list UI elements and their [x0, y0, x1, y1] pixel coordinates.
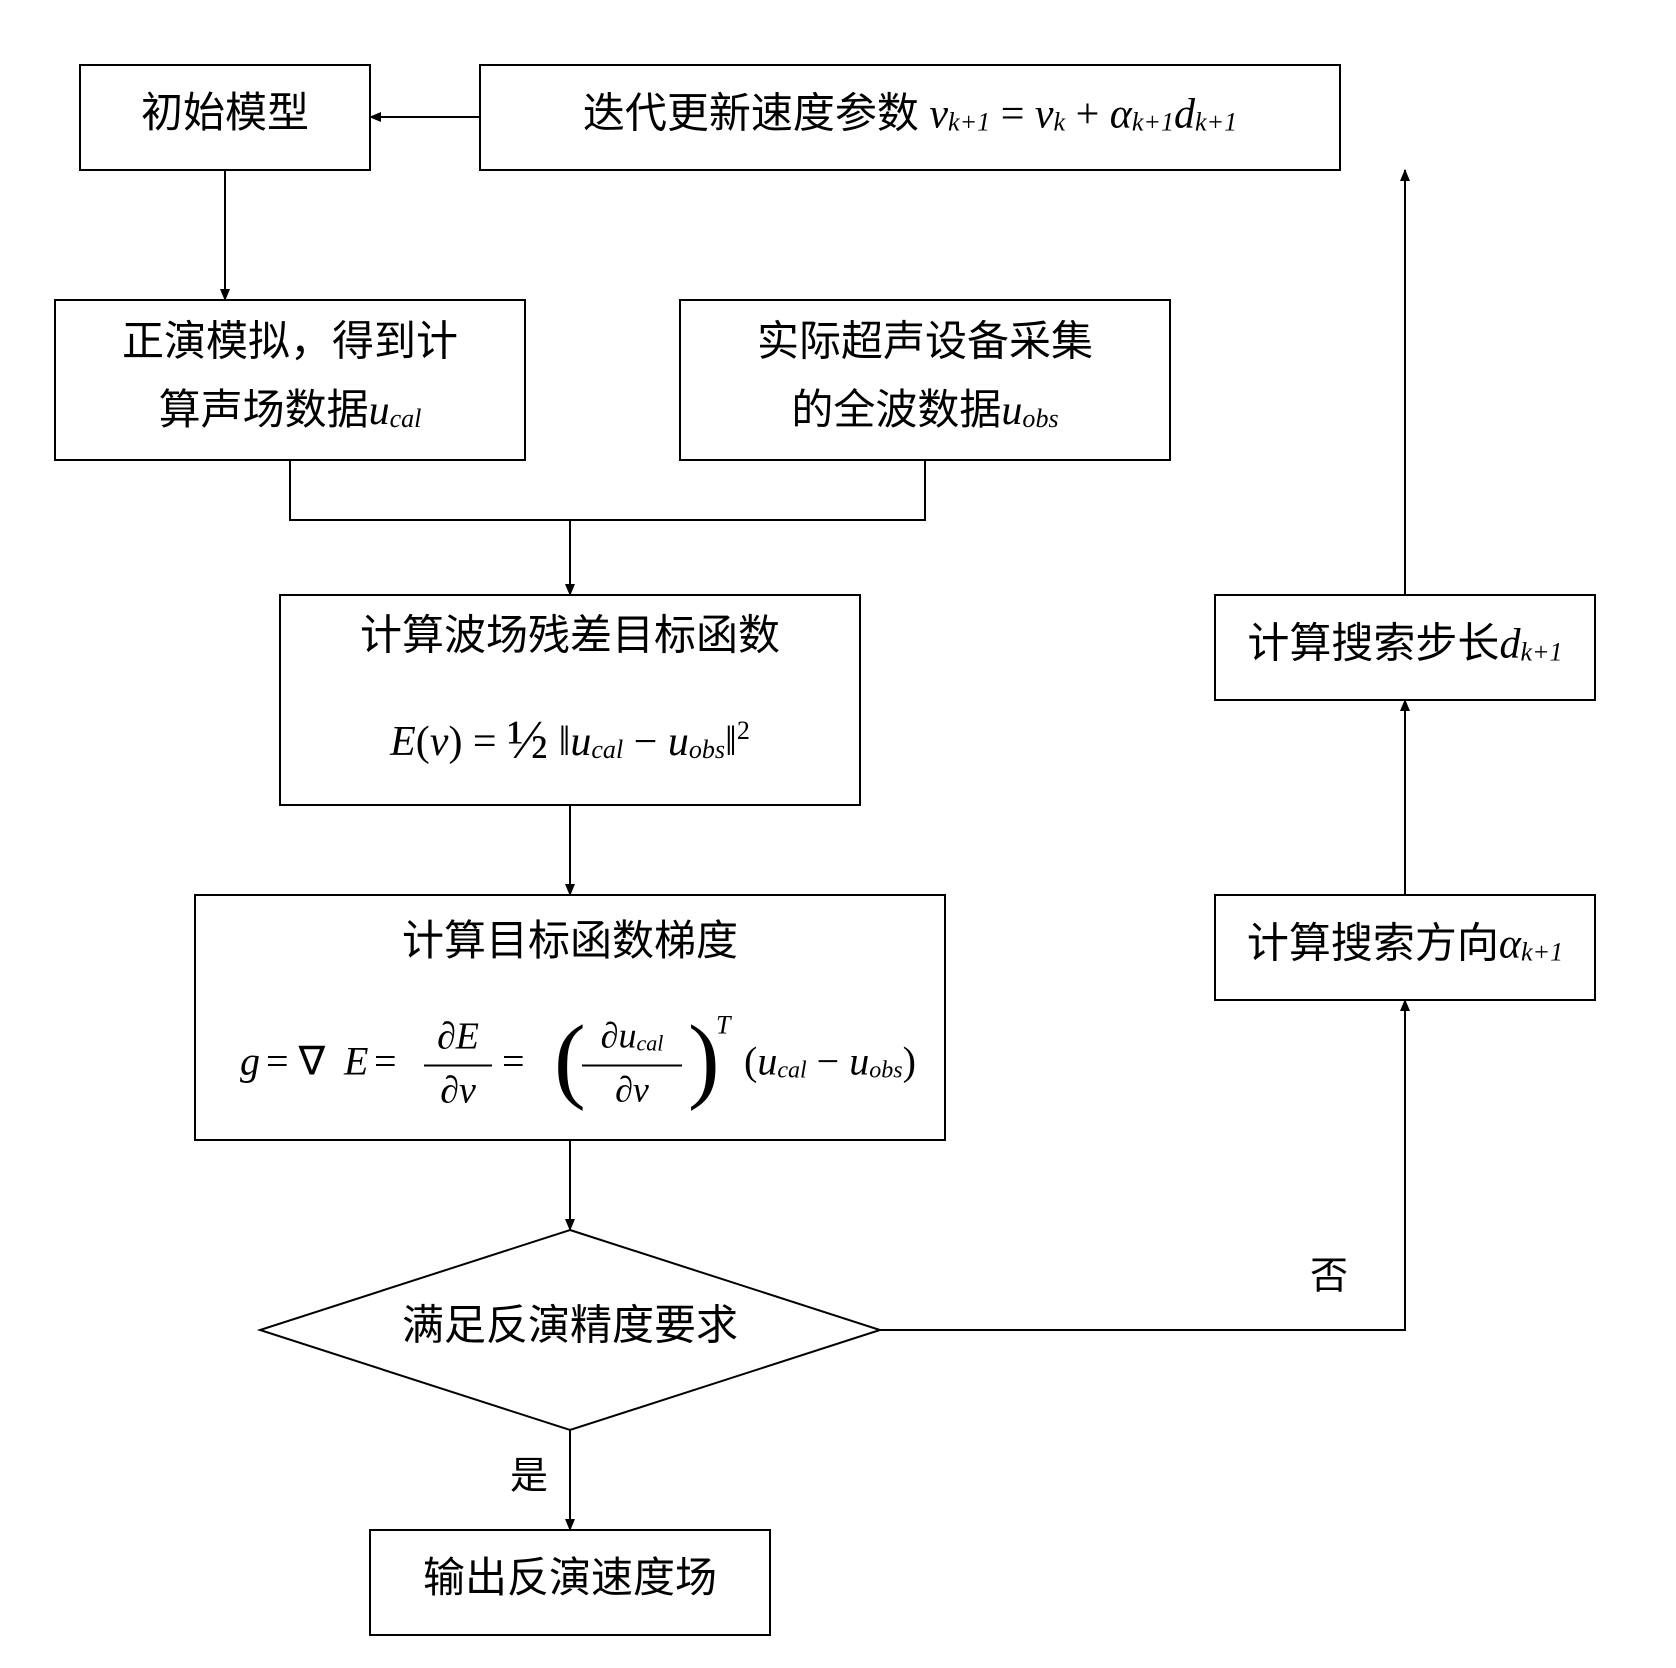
svg-text:计算搜索方向αk+1: 计算搜索方向αk+1 [1247, 921, 1563, 967]
svg-text:输出反演速度场: 输出反演速度场 [423, 1556, 717, 1602]
svg-text:(: ( [554, 1005, 586, 1111]
svg-text:∂v: ∂v [440, 1069, 476, 1111]
svg-text:E: E [343, 1039, 368, 1084]
svg-text:满足反演精度要求: 满足反演精度要求 [402, 1304, 738, 1350]
svg-text:初始模型: 初始模型 [141, 91, 309, 137]
svg-text:实际超声设备采集: 实际超声设备采集 [757, 319, 1093, 366]
svg-text:): ) [688, 1005, 720, 1111]
svg-text:=: = [502, 1039, 525, 1084]
svg-text:g: g [240, 1039, 260, 1084]
svg-text:= ∇: = ∇ [266, 1039, 326, 1084]
edge-forward-objective_join [290, 460, 570, 520]
svg-text:∂E: ∂E [437, 1015, 479, 1057]
svg-text:算声场数据ucal: 算声场数据ucal [159, 388, 422, 434]
svg-text:计算搜索步长dk+1: 计算搜索步长dk+1 [1247, 621, 1562, 667]
svg-text:计算目标函数梯度: 计算目标函数梯度 [402, 919, 738, 965]
svg-text:∂v: ∂v [615, 1070, 649, 1110]
edge-label-是: 是 [510, 1456, 548, 1498]
edge-observed-objective_join [570, 460, 925, 520]
svg-text:=: = [374, 1039, 397, 1084]
edge-label-否: 否 [1310, 1256, 1348, 1298]
svg-text:的全波数据uobs: 的全波数据uobs [791, 387, 1058, 434]
svg-text:T: T [716, 1010, 732, 1039]
svg-text:正演模拟，得到计: 正演模拟，得到计 [122, 320, 458, 366]
svg-text:计算波场残差目标函数: 计算波场残差目标函数 [360, 614, 780, 660]
